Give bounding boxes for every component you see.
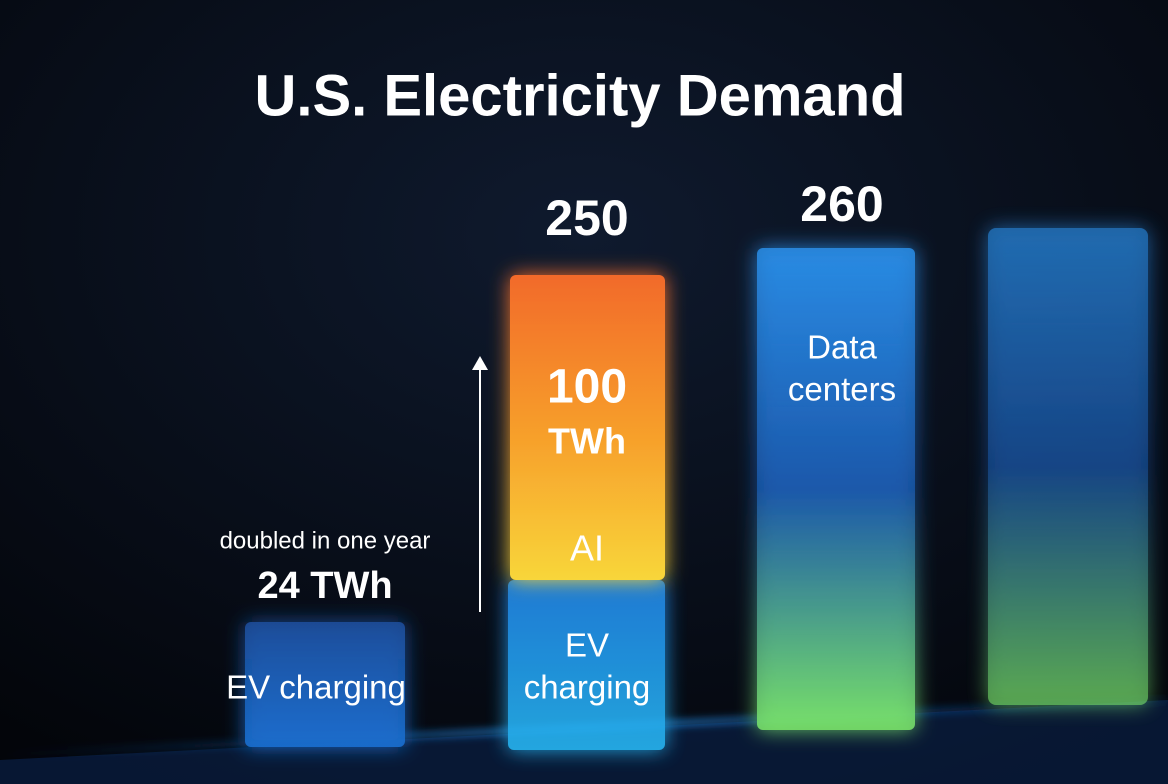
title: U.S. Electricity Demand (254, 63, 905, 128)
bar-label: Data (807, 329, 877, 366)
bar-label: charging (524, 669, 651, 706)
bar-data-centers (757, 248, 915, 730)
note: doubled in one year (220, 527, 431, 554)
ai-label: AI (570, 528, 604, 569)
total: 250 (545, 190, 628, 246)
bar-ai-segment (510, 275, 665, 580)
ai-value: 100 (547, 361, 627, 414)
bar-label: centers (788, 371, 896, 408)
total: 260 (800, 176, 883, 232)
bar-label: EV (565, 627, 609, 664)
bar-future (988, 228, 1148, 705)
bar-ev-charging (245, 622, 405, 747)
bar-ev-segment (508, 580, 665, 750)
bar-label: EV charging (226, 669, 406, 706)
ai-unit: TWh (548, 421, 626, 462)
arrow-head (472, 356, 488, 370)
amount: 24 TWh (257, 565, 392, 607)
